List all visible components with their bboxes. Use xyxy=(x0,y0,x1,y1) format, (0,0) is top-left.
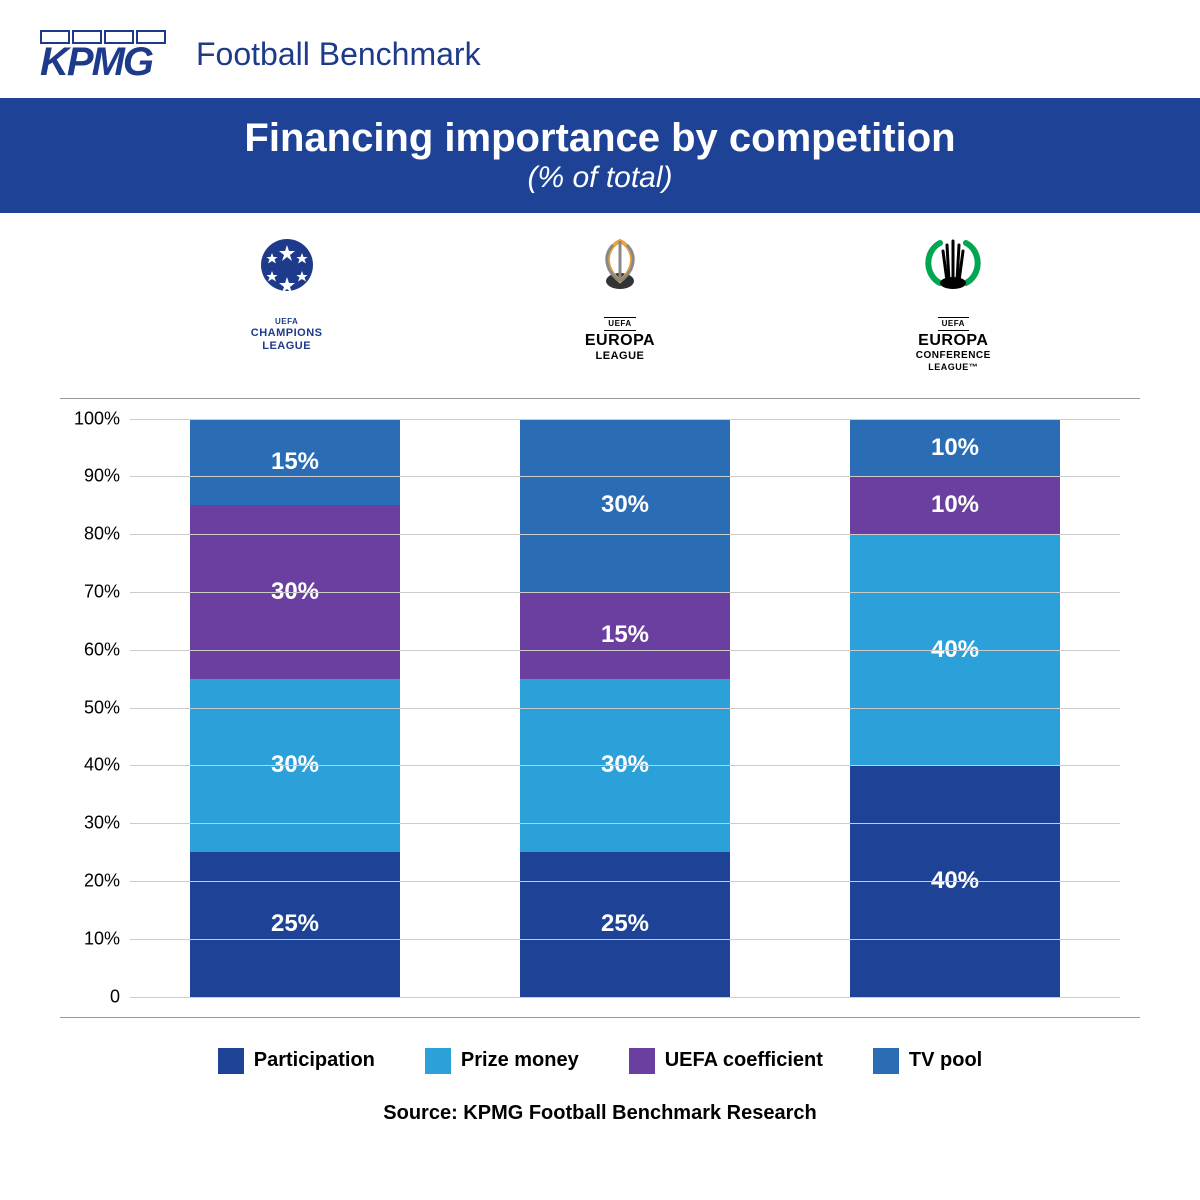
gridline xyxy=(130,765,1120,766)
header: KPMG Football Benchmark xyxy=(0,0,1200,98)
bar-segment-tvpool: 15% xyxy=(190,419,400,506)
gridline xyxy=(130,939,1120,940)
y-axis-tick: 90% xyxy=(70,466,120,487)
ucl-pre: UEFA xyxy=(251,317,323,327)
legend-swatch xyxy=(425,1048,451,1074)
y-axis-tick: 50% xyxy=(70,697,120,718)
champions-league-logo: UEFA CHAMPIONS LEAGUE xyxy=(187,233,387,373)
y-axis-tick: 100% xyxy=(70,408,120,429)
uecl-icon xyxy=(918,233,988,313)
y-axis-tick: 0 xyxy=(70,986,120,1007)
legend-item-prize: Prize money xyxy=(425,1048,579,1074)
chart-area: 25%30%30%15%25%30%15%30%40%40%10%10% 010… xyxy=(60,398,1140,1018)
title-bar: Financing importance by competition (% o… xyxy=(0,98,1200,213)
chart-title: Financing importance by competition xyxy=(0,116,1200,161)
y-axis-tick: 40% xyxy=(70,755,120,776)
bar-segment-coefficient: 10% xyxy=(850,476,1060,534)
gridline xyxy=(130,419,1120,420)
gridline xyxy=(130,997,1120,998)
legend-label: TV pool xyxy=(909,1049,982,1072)
y-axis-tick: 30% xyxy=(70,813,120,834)
ucl-icon xyxy=(242,233,332,313)
gridline xyxy=(130,881,1120,882)
chart-subtitle: (% of total) xyxy=(0,161,1200,195)
source-text: Source: KPMG Football Benchmark Research xyxy=(0,1102,1200,1125)
ucl-line2: LEAGUE xyxy=(251,340,323,353)
gridline xyxy=(130,650,1120,651)
legend: Participation Prize money UEFA coefficient… xyxy=(0,1048,1200,1074)
gridline xyxy=(130,592,1120,593)
uel-line2: LEAGUE xyxy=(585,350,655,363)
legend-swatch xyxy=(218,1048,244,1074)
gridline xyxy=(130,823,1120,824)
legend-item-coefficient: UEFA coefficient xyxy=(629,1048,823,1074)
uecl-pre: UEFA xyxy=(938,317,969,331)
legend-label: Participation xyxy=(254,1049,375,1072)
y-axis-tick: 10% xyxy=(70,928,120,949)
y-axis-tick: 70% xyxy=(70,581,120,602)
ucl-line1: CHAMPIONS xyxy=(251,327,323,340)
legend-label: UEFA coefficient xyxy=(665,1049,823,1072)
kpmg-wordmark: KPMG xyxy=(40,46,152,78)
gridline xyxy=(130,534,1120,535)
bar-segment-participation: 25% xyxy=(520,852,730,997)
europa-league-logo: UEFA EUROPA LEAGUE xyxy=(520,233,720,373)
legend-swatch xyxy=(629,1048,655,1074)
bar-segment-tvpool: 30% xyxy=(520,419,730,592)
bar-segment-tvpool: 10% xyxy=(850,419,1060,477)
bar-segment-participation: 25% xyxy=(190,852,400,997)
legend-item-tvpool: TV pool xyxy=(873,1048,982,1074)
chart-plot: 25%30%30%15%25%30%15%30%40%40%10%10% 010… xyxy=(130,419,1120,997)
y-axis-tick: 80% xyxy=(70,524,120,545)
uecl-line3: LEAGUE™ xyxy=(916,362,991,373)
conference-league-logo: UEFA EUROPA CONFERENCE LEAGUE™ xyxy=(853,233,1053,373)
y-axis-tick: 60% xyxy=(70,639,120,660)
legend-item-participation: Participation xyxy=(218,1048,375,1074)
uecl-line1: EUROPA xyxy=(916,331,991,350)
bar-segment-coefficient: 15% xyxy=(520,592,730,679)
uel-line1: EUROPA xyxy=(585,331,655,350)
football-benchmark-label: Football Benchmark xyxy=(196,36,481,73)
uel-icon xyxy=(585,233,655,313)
legend-label: Prize money xyxy=(461,1049,579,1072)
legend-swatch xyxy=(873,1048,899,1074)
competition-logos-row: UEFA CHAMPIONS LEAGUE UEFA EUROPA LEAGUE xyxy=(0,213,1200,388)
gridline xyxy=(130,708,1120,709)
y-axis-tick: 20% xyxy=(70,870,120,891)
uel-pre: UEFA xyxy=(604,317,635,331)
kpmg-logo: KPMG xyxy=(40,30,166,78)
uecl-line2: CONFERENCE xyxy=(916,350,991,362)
gridline xyxy=(130,476,1120,477)
